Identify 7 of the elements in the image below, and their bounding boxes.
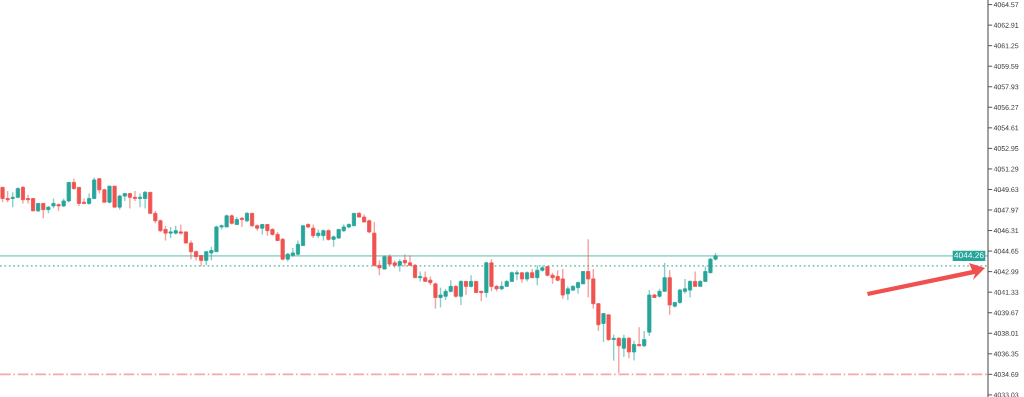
- candlestick: [418, 270, 423, 283]
- candlestick: [112, 185, 117, 208]
- candlestick: [132, 190, 138, 202]
- ref-line-label: 4044.26: [954, 252, 984, 259]
- candlestick: [239, 216, 244, 228]
- candlestick: [138, 192, 143, 208]
- candlestick: [514, 269, 519, 281]
